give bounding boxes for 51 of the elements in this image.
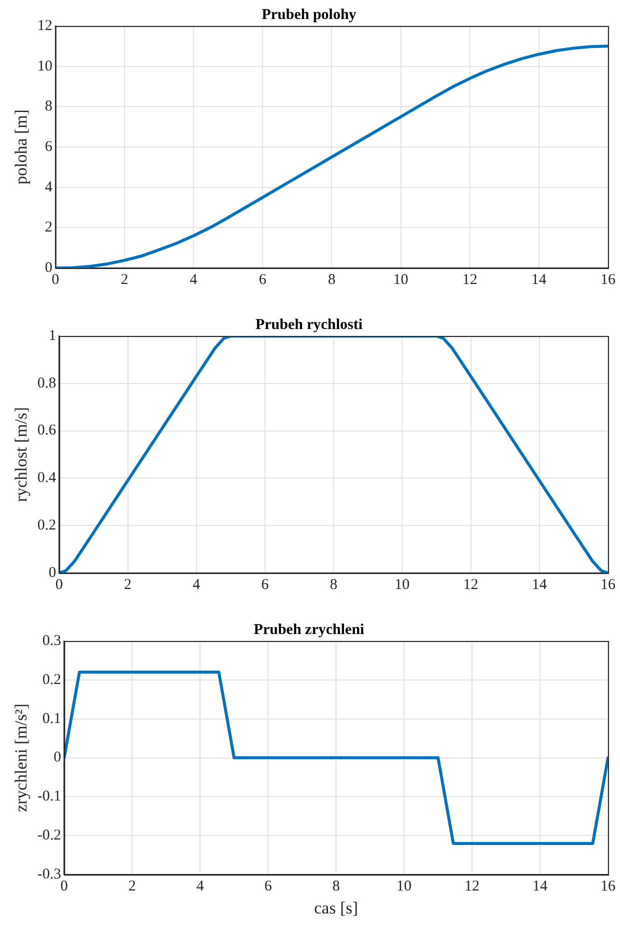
x-tick-label: 6: [264, 878, 272, 895]
x-tick-label: 12: [462, 272, 478, 288]
x-tick-label: 4: [196, 878, 204, 895]
x-tick-label: 12: [464, 878, 480, 895]
y-tick-label: 0.2: [37, 518, 56, 534]
x-tick-label: 8: [332, 878, 340, 895]
x-tick-label: 6: [258, 272, 267, 288]
y-tick-label: 0.3: [42, 632, 62, 649]
x-tick-label: 16: [600, 272, 616, 288]
y-tick-label: -0.1: [37, 788, 62, 805]
x-tick-label: 16: [600, 576, 616, 593]
y-tick-label: 0.2: [42, 672, 62, 688]
x-tick-label: 10: [396, 878, 412, 895]
y-tick-label: 0.6: [37, 422, 57, 439]
y-tick-label: 10: [37, 58, 52, 74]
x-tick-label: 4: [192, 576, 201, 593]
x-tick-label: 6: [261, 576, 270, 593]
chart-title: Prubeh rychlosti: [255, 316, 363, 333]
chart-title: Prubeh polohy: [262, 6, 357, 23]
y-tick-label: 2: [44, 220, 52, 236]
y-tick-label: 0.8: [37, 375, 56, 392]
x-tick-label: 2: [120, 272, 128, 288]
y-tick-label: 4: [44, 179, 53, 196]
y-tick-label: 0: [54, 750, 62, 766]
x-tick-label: 4: [190, 272, 198, 288]
y-axis-title: rychlost [m/s]: [12, 407, 31, 502]
y-tick-label: 6: [44, 138, 53, 155]
x-tick-label: 12: [463, 576, 478, 593]
y-tick-label: 1: [48, 328, 56, 344]
x-tick-label: 2: [128, 878, 136, 895]
x-axis-title: cas [s]: [314, 898, 358, 918]
x-tick-label: 8: [330, 576, 338, 593]
y-axis-title: zrychleni [m/s²]: [12, 704, 31, 812]
x-tick-label: 2: [124, 576, 132, 593]
y-tick-label: 0: [48, 564, 56, 581]
x-tick-label: 14: [532, 576, 548, 593]
y-tick-label: 0: [44, 260, 52, 276]
x-tick-label: 14: [532, 878, 548, 895]
y-tick-label: 0.4: [37, 470, 57, 486]
x-tick-label: 8: [328, 272, 336, 288]
y-tick-label: 12: [37, 18, 52, 34]
x-tick-label: 16: [600, 878, 616, 895]
y-axis-title: poloha [m]: [12, 109, 31, 185]
y-tick-label: -0.2: [37, 828, 62, 844]
y-tick-label: 0.1: [42, 710, 62, 727]
x-tick-label: 14: [531, 272, 547, 288]
chart-title: Prubeh zrychleni: [254, 622, 364, 638]
x-tick-label: 10: [394, 576, 410, 593]
y-tick-label: 8: [44, 98, 52, 115]
y-tick-label: -0.3: [37, 866, 62, 883]
x-tick-label: 10: [393, 272, 408, 288]
